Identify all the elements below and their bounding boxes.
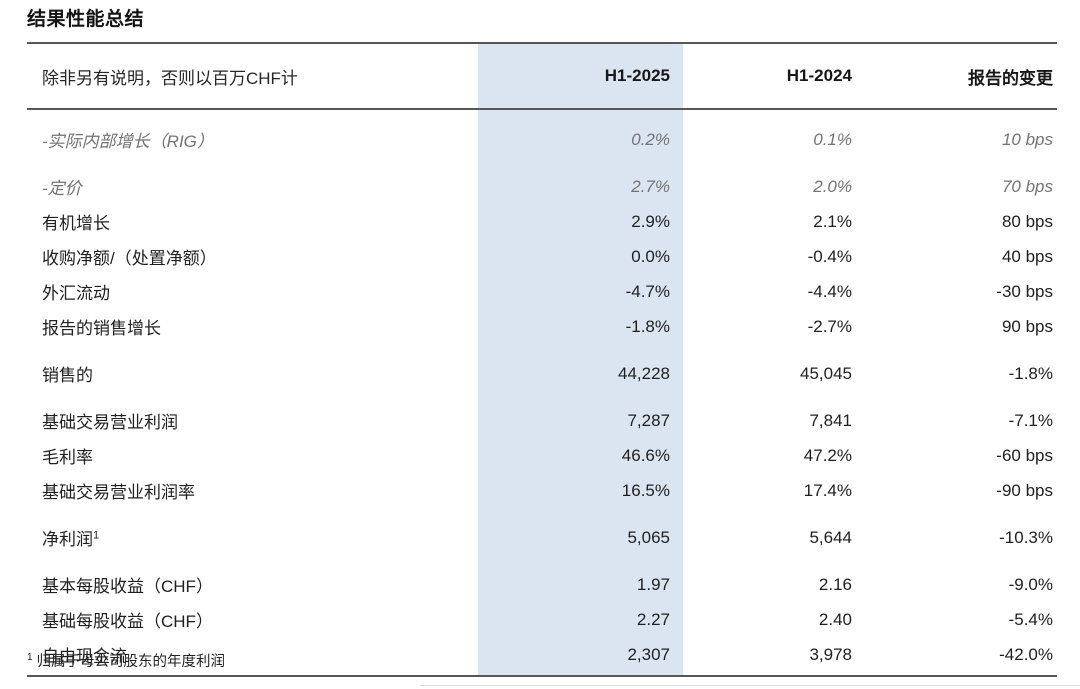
row-label: 基本每股收益（CHF） [42, 577, 213, 596]
cell-h1-2024: 45,045 [800, 363, 852, 383]
table-row: 基础每股收益（CHF） 2.27 2.40 -5.4% [27, 602, 1057, 637]
cell-h1-2024: 47.2% [803, 445, 852, 465]
table-header: 除非另有说明，否则以百万CHF计 H1-2025 H1-2024 报告的变更 [27, 43, 1057, 109]
row-label: 有机增长 [42, 214, 110, 233]
table-row: 基础交易营业利润率 16.5% 17.4% -90 bps [27, 473, 1057, 508]
table-row: 外汇流动 -4.7% -4.4% -30 bps [27, 274, 1057, 309]
table-row: -实际内部增长（RIG） 0.2% 0.1% 10 bps [27, 109, 1057, 157]
cell-h1-2025: 2.9% [478, 204, 683, 239]
cell-h1-2025: 46.6% [478, 438, 683, 473]
bottom-divider [420, 685, 1080, 686]
table-row: 报告的销售增长 -1.8% -2.7% 90 bps [27, 309, 1057, 344]
cell-h1-2024: 2.1% [813, 211, 852, 231]
results-table: 除非另有说明，否则以百万CHF计 H1-2025 H1-2024 报告的变更 -… [27, 42, 1057, 677]
cell-h1-2025: 7,287 [478, 391, 683, 438]
cell-h1-2024: -4.4% [807, 281, 852, 301]
table-row: 基本每股收益（CHF） 1.97 2.16 -9.0% [27, 555, 1057, 602]
row-label: 净利润1 [42, 529, 100, 549]
cell-change: 90 bps [1001, 316, 1053, 336]
cell-change: -5.4% [1008, 609, 1053, 629]
footnote-text: 归属于母公司股东的年度利润 [36, 654, 226, 670]
cell-change: -1.8% [1008, 363, 1053, 383]
row-label: -实际内部增长（RIG） [42, 132, 214, 151]
row-label: -定价 [42, 179, 82, 198]
cell-h1-2024: 2.16 [818, 574, 852, 594]
cell-change: -90 bps [996, 480, 1053, 500]
table-row: 有机增长 2.9% 2.1% 80 bps [27, 204, 1057, 239]
cell-h1-2024: 17.4% [803, 480, 852, 500]
cell-change: 40 bps [1001, 246, 1053, 266]
cell-h1-2025: 2,307 [478, 637, 683, 677]
row-label: 基础交易营业利润率 [42, 483, 195, 502]
cell-h1-2024: 7,841 [809, 410, 852, 430]
cell-h1-2024: -2.7% [807, 316, 852, 336]
row-label: 基础每股收益（CHF） [42, 612, 213, 631]
cell-change: -42.0% [855, 637, 1057, 677]
cell-h1-2025: 16.5% [478, 473, 683, 508]
cell-h1-2025: 0.2% [478, 109, 683, 157]
row-label: 报告的销售增长 [42, 319, 161, 338]
footnote-marker: 1 [27, 652, 33, 664]
footnote: 1 归属于母公司股东的年度利润 [27, 650, 225, 671]
table-row: 毛利率 46.6% 47.2% -60 bps [27, 438, 1057, 473]
cell-h1-2025: 44,228 [478, 344, 683, 391]
table-row: 自由现金流 2,307 3,978 -42.0% [27, 637, 1057, 677]
cell-h1-2025: 2.27 [478, 602, 683, 637]
table-body: -实际内部增长（RIG） 0.2% 0.1% 10 bps -定价 2.7% 2.0% 70 … [27, 109, 1057, 677]
cell-h1-2024: 2.0% [813, 176, 852, 196]
cell-change: 10 bps [1001, 129, 1053, 149]
cell-change: 80 bps [1001, 211, 1053, 231]
cell-change: -60 bps [996, 445, 1053, 465]
cell-h1-2024: 3,978 [683, 637, 855, 677]
unit-note: 除非另有说明，否则以百万CHF计 [42, 68, 298, 88]
cell-h1-2024: 2.40 [818, 609, 852, 629]
cell-change: -7.1% [1008, 410, 1053, 430]
table-row: -定价 2.7% 2.0% 70 bps [27, 157, 1057, 204]
cell-h1-2025: 5,065 [478, 508, 683, 555]
cell-h1-2025: -1.8% [478, 309, 683, 344]
table-row: 收购净额/（处置净额） 0.0% -0.4% 40 bps [27, 239, 1057, 274]
page-title: 结果性能总结 [27, 9, 145, 30]
cell-h1-2025: 1.97 [478, 555, 683, 602]
cell-h1-2024: 5,644 [809, 527, 852, 547]
cell-h1-2025: 0.0% [478, 239, 683, 274]
cell-h1-2025: -4.7% [478, 274, 683, 309]
cell-change: -9.0% [1008, 574, 1053, 594]
row-label: 销售的 [42, 366, 93, 385]
cell-change: 70 bps [1001, 176, 1053, 196]
row-label: 自由现金流 [27, 637, 478, 677]
cell-change: -10.3% [999, 527, 1053, 547]
table-row: 基础交易营业利润 7,287 7,841 -7.1% [27, 391, 1057, 438]
cell-h1-2024: 0.1% [813, 129, 852, 149]
table-row: 净利润1 5,065 5,644 -10.3% [27, 508, 1057, 555]
row-label: 毛利率 [42, 448, 93, 467]
footnote-reference: 1 [93, 529, 100, 542]
cell-h1-2024: -0.4% [807, 246, 852, 266]
row-label: 外汇流动 [42, 284, 110, 303]
row-label: 收购净额/（处置净额） [42, 249, 217, 268]
column-header-change: 报告的变更 [968, 68, 1053, 88]
header-row: 除非另有说明，否则以百万CHF计 H1-2025 H1-2024 报告的变更 [27, 43, 1057, 109]
cell-h1-2025: 2.7% [478, 157, 683, 204]
row-label: 基础交易营业利润 [42, 413, 178, 432]
column-header-h1-2024: H1-2024 [786, 66, 852, 85]
column-header-h1-2025: H1-2025 [478, 43, 683, 109]
cell-change: -30 bps [996, 281, 1053, 301]
table-row: 销售的 44,228 45,045 -1.8% [27, 344, 1057, 391]
